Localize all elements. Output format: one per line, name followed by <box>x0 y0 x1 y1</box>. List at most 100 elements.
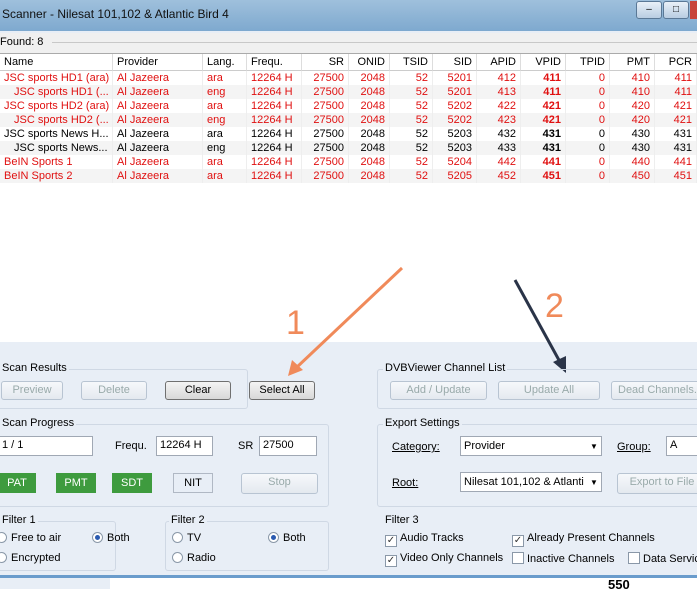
column-header-onid[interactable]: ONID <box>349 54 390 71</box>
column-header-vpid[interactable]: VPID <box>521 54 566 71</box>
frequ-field[interactable]: 12264 H <box>156 436 213 456</box>
cell-tpid: 0 <box>566 71 610 85</box>
dead-channels-button[interactable]: Dead Channels... <box>611 381 697 400</box>
radio-label: Free to air <box>11 532 62 544</box>
cell-pmt: 440 <box>610 155 655 169</box>
column-header-frequ[interactable]: Frequ. <box>247 54 302 71</box>
arrow-2 <box>513 279 562 363</box>
cell-vpid: 411 <box>521 85 566 99</box>
found-bar: Found: 8 <box>0 33 697 53</box>
category-select[interactable]: Provider ▼ <box>460 436 602 456</box>
select-all-button[interactable]: Select All <box>249 381 315 400</box>
progress-field: 1 / 1 <box>0 436 93 456</box>
radio-both-2[interactable]: Both <box>268 532 306 544</box>
checkbox-inactive-channels[interactable]: Inactive Channels <box>512 552 614 565</box>
preview-button[interactable]: Preview <box>1 381 63 400</box>
cell-pmt: 410 <box>610 71 655 85</box>
cell-tpid: 0 <box>566 141 610 155</box>
delete-button[interactable]: Delete <box>81 381 147 400</box>
cell-frequ: 12264 H <box>247 155 302 169</box>
checkbox-already-present-channels[interactable]: ✓ Already Present Channels <box>512 532 655 547</box>
column-header-provider[interactable]: Provider <box>113 54 203 71</box>
column-header-pcr[interactable]: PCR <box>655 54 697 71</box>
filter1-group <box>0 521 116 571</box>
checkbox-audio-tracks[interactable]: ✓ Audio Tracks <box>385 532 464 547</box>
found-count: Found: 8 <box>0 36 44 48</box>
table-row[interactable]: JSC sports News H... Al Jazeera ara 12264 H… <box>0 127 697 141</box>
column-header-sid[interactable]: SID <box>433 54 477 71</box>
table-row[interactable]: JSC sports HD2 (ara) Al Jazeera ara 12264 H… <box>0 99 697 113</box>
column-header-tsid[interactable]: TSID <box>390 54 433 71</box>
column-header-lang[interactable]: Lang. <box>203 54 247 71</box>
cell-frequ: 12264 H <box>247 99 302 113</box>
cell-tpid: 0 <box>566 169 610 183</box>
radio-encrypted[interactable]: Encrypted <box>0 552 61 564</box>
cell-sid: 5203 <box>433 127 477 141</box>
cell-frequ: 12264 H <box>247 141 302 155</box>
cell-sr: 27500 <box>302 141 349 155</box>
cell-pmt: 450 <box>610 169 655 183</box>
window-title: Scanner - Nilesat 101,102 & Atlantic Bir… <box>2 7 229 21</box>
cell-tpid: 0 <box>566 155 610 169</box>
cell-tsid: 52 <box>390 155 433 169</box>
column-header-name[interactable]: Name <box>0 54 113 71</box>
cell-frequ: 12264 H <box>247 85 302 99</box>
cell-tsid: 52 <box>390 113 433 127</box>
radio-free-to-air[interactable]: Free to air <box>0 532 61 544</box>
cell-lang: eng <box>203 85 247 99</box>
radio-both-1[interactable]: Both <box>92 532 130 544</box>
maximize-button[interactable]: □ <box>663 1 689 19</box>
filter2-group <box>165 521 329 571</box>
cell-provider: Al Jazeera <box>113 155 203 169</box>
sr-field[interactable]: 27500 <box>259 436 317 456</box>
cell-name: JSC sports HD2 (ara) <box>0 99 113 113</box>
column-header-pmt[interactable]: PMT <box>610 54 655 71</box>
annotation-2: 2 <box>545 287 564 325</box>
cell-vpid: 431 <box>521 141 566 155</box>
minimize-button[interactable]: – <box>636 1 662 19</box>
cell-tsid: 52 <box>390 127 433 141</box>
export-settings-title: Export Settings <box>383 417 462 429</box>
table-row[interactable]: JSC sports News... Al Jazeera eng 12264 H 27… <box>0 141 697 155</box>
update-all-button[interactable]: Update All <box>498 381 600 400</box>
root-select[interactable]: Nilesat 101,102 & Atlanti ▼ <box>460 472 602 492</box>
cell-provider: Al Jazeera <box>113 85 203 99</box>
cell-sid: 5202 <box>433 99 477 113</box>
pat-indicator: PAT <box>0 473 36 493</box>
radio-tv[interactable]: TV <box>172 532 201 544</box>
root-label: Root: <box>392 477 419 489</box>
cell-sr: 27500 <box>302 127 349 141</box>
radio-icon <box>268 532 279 543</box>
add-update-button[interactable]: Add / Update <box>390 381 487 400</box>
checkbox-data-servic[interactable]: Data Servic <box>628 552 697 565</box>
radio-icon <box>172 552 183 563</box>
group-label: Group: <box>617 441 651 453</box>
channel-table[interactable]: Name Provider Lang. Frequ. SR ONID TSID SID APID… <box>0 53 697 342</box>
cell-vpid: 431 <box>521 127 566 141</box>
checkbox-label: Inactive Channels <box>527 553 615 565</box>
cell-vpid: 411 <box>521 71 566 85</box>
column-header-sr[interactable]: SR <box>302 54 349 71</box>
column-header-apid[interactable]: APID <box>477 54 521 71</box>
cell-tsid: 52 <box>390 85 433 99</box>
footer-text: 550 <box>608 580 630 589</box>
group-field[interactable]: A <box>666 436 697 456</box>
cell-frequ: 12264 H <box>247 71 302 85</box>
pmt-indicator: PMT <box>56 473 96 493</box>
column-header-tpid[interactable]: TPID <box>566 54 610 71</box>
cell-tpid: 0 <box>566 113 610 127</box>
cell-name: BeIN Sports 2 <box>0 169 113 183</box>
table-row[interactable]: BeIN Sports 2 Al Jazeera ara 12264 H 27500 20… <box>0 169 697 183</box>
clear-button[interactable]: Clear <box>165 381 231 400</box>
checkbox-video-only-channels[interactable]: ✓ Video Only Channels <box>385 552 503 567</box>
close-button[interactable] <box>690 1 697 19</box>
export-to-file-button[interactable]: Export to File <box>617 473 697 494</box>
cell-vpid: 421 <box>521 99 566 113</box>
radio-radio[interactable]: Radio <box>172 552 216 564</box>
stop-button[interactable]: Stop <box>241 473 318 494</box>
divider <box>0 575 697 578</box>
table-row[interactable]: JSC sports HD1 (ara) Al Jazeera ara 12264 H… <box>0 71 697 85</box>
cell-provider: Al Jazeera <box>113 169 203 183</box>
